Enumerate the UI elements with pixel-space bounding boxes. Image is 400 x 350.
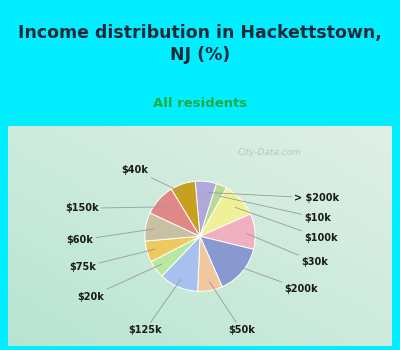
Text: $150k: $150k [65,203,164,213]
Wedge shape [200,214,255,249]
Text: $100k: $100k [235,208,338,243]
Text: $125k: $125k [128,279,181,335]
Text: Income distribution in Hackettstown,
NJ (%): Income distribution in Hackettstown, NJ … [18,24,382,64]
Wedge shape [195,181,216,236]
Wedge shape [200,188,250,236]
Wedge shape [200,184,226,236]
Wedge shape [172,181,200,236]
Wedge shape [200,236,254,287]
Wedge shape [145,213,200,241]
Text: $40k: $40k [122,165,184,193]
Text: All residents: All residents [153,97,247,110]
Text: > $200k: > $200k [208,193,339,203]
Text: $20k: $20k [78,264,162,301]
Text: $60k: $60k [66,229,154,245]
Text: City-Data.com: City-Data.com [238,148,302,157]
Wedge shape [151,236,200,276]
Text: $200k: $200k [236,266,318,294]
Wedge shape [145,236,200,262]
Wedge shape [198,236,222,291]
Text: $30k: $30k [246,233,328,267]
Wedge shape [150,189,200,236]
Text: $50k: $50k [210,282,255,335]
Text: $75k: $75k [69,249,155,272]
Text: $10k: $10k [220,196,331,223]
Wedge shape [162,236,200,291]
